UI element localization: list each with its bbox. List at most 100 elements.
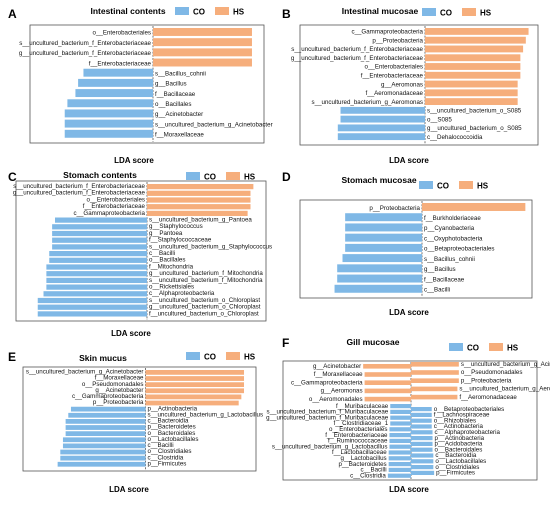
panel-c: C Stomach contents CO HS LDA score s__uncultu…	[8, 170, 272, 338]
bar-label-co: g__uncultured_bacterium_o_Chloroplast	[149, 304, 261, 311]
bar-co	[337, 274, 422, 283]
bar-co	[411, 465, 434, 470]
bar-hs	[364, 380, 411, 385]
bar-hs	[153, 28, 252, 36]
x-axis-label: LDA score	[114, 156, 154, 165]
bar-label-hs: s__uncultured_bacterium_f_Enterobacteria…	[19, 40, 151, 47]
bar-co	[62, 443, 146, 449]
bar-label-co: g__Bacillus	[424, 266, 456, 273]
bar-co	[389, 444, 411, 449]
bar-co	[345, 233, 422, 242]
bar-label-hs: p__Proteobacteria	[372, 37, 423, 44]
bar-label-co: o__Bacillales	[149, 257, 185, 264]
bar-co	[411, 430, 433, 435]
bar-label-co: p__Firmicutes	[148, 460, 187, 467]
bar-label-co: g__uncultured_bacterium_o_S085	[427, 125, 522, 132]
bar-co	[390, 409, 411, 414]
legend-label-hs: HS	[244, 173, 256, 182]
panel-letter: A	[8, 7, 17, 21]
bar-label-co: o__Clostridiales	[435, 464, 479, 471]
bar-label-hs: g__Aeromonas	[321, 388, 363, 395]
bar-label-co: p__Actinobacteria	[435, 435, 485, 442]
bar-label-hs: o__Aeromonadales	[309, 396, 363, 403]
bar-label-hs: o__Enterobacteriales	[87, 196, 145, 203]
bar-label-hs: g__Acinetobacter	[313, 363, 361, 370]
bar-label-hs: c__Gammaproteobacteria	[291, 379, 363, 386]
bar-co	[389, 427, 411, 432]
bar-hs	[147, 184, 254, 190]
bar-label-hs-right: f__Aeromonadaceae	[459, 394, 517, 401]
bar-hs	[411, 378, 459, 383]
bar-label-co: f__Bacillaceae	[155, 91, 196, 98]
bar-label-co-left: s__uncultured_bacterium_f_Muribaculaceae	[266, 409, 388, 416]
bar-co	[43, 291, 147, 297]
panel-title: Intestinal mucosae	[342, 6, 419, 16]
bar-label-co-left: o__Enterobacteriales	[329, 426, 387, 433]
legend-label-hs: HS	[233, 8, 245, 17]
bar-label-hs: o__Enterobacteriales	[365, 64, 423, 71]
bar-hs	[145, 388, 245, 394]
panel-letter: D	[282, 170, 291, 184]
bar-label-co: o__Betaproteobacteriales	[424, 246, 495, 253]
bar-label-co-left: g__Lactobacillus	[341, 455, 387, 462]
bar-label-co-left: p__Bacteroidetes	[338, 461, 386, 468]
bar-co	[389, 433, 411, 438]
bar-label-co: s__uncultured_bacterium_o_Chloroplast	[149, 297, 260, 304]
bar-label-co: g__Pantoea	[149, 230, 183, 237]
bar-co	[49, 257, 147, 263]
bar-co	[68, 412, 146, 418]
bar-co	[340, 106, 425, 114]
bar-label-hs: g__Acinetobacter	[95, 387, 143, 394]
panel-letter: F	[282, 336, 289, 350]
bar-co	[411, 436, 433, 441]
bar-label-co: p__Actinobacteria	[148, 405, 198, 412]
bar-label-co: f__Staphylococcaceae	[149, 237, 212, 244]
bar-co	[46, 264, 147, 270]
bar-co	[52, 237, 147, 243]
legend-label-co: CO	[437, 182, 449, 191]
panel-frame	[299, 199, 533, 299]
bar-label-hs: s__uncultured_bacterium_f_Enterobacteria…	[13, 183, 145, 190]
bar-label-hs-right: o__Pseudomonadales	[461, 369, 523, 376]
legend-label-co: CO	[467, 344, 479, 353]
bar-label-co: p__Bacteroidetes	[148, 424, 196, 431]
bar-label-co-left: s__uncultured_bacterium_g_Lactobacillus	[272, 443, 388, 450]
bar-label-hs: s__uncultured_bacterium_f_Enterobacteria…	[291, 46, 423, 53]
bar-label-co: c__Oxyphotobacteria	[424, 235, 483, 242]
bar-co	[75, 89, 153, 98]
x-axis-label: LDA score	[389, 485, 429, 494]
bar-co	[65, 425, 146, 430]
panel-letter: B	[282, 7, 291, 21]
bar-co	[340, 115, 425, 123]
bar-label-hs: c__Gammaproteobacteria	[72, 393, 144, 400]
bar-label-co: p__Acidobacteria	[435, 441, 483, 448]
legend-label-hs: HS	[244, 353, 256, 362]
bar-co	[52, 224, 147, 230]
bar-hs	[422, 203, 526, 211]
legend-swatch-hs	[462, 8, 476, 16]
legend-swatch-co	[175, 7, 189, 15]
bar-hs	[411, 362, 459, 367]
bar-hs	[145, 370, 245, 375]
bar-label-hs-right: s__uncultured_bacterium_g_Acinetobacter	[461, 361, 550, 368]
panel-title: Stomach contents	[63, 170, 137, 180]
bar-hs	[425, 89, 518, 97]
bar-label-hs: g__uncultured_bacterium_f_Enterobacteria…	[13, 190, 146, 197]
bar-hs	[364, 372, 411, 377]
bar-hs	[145, 382, 245, 388]
bar-co	[46, 284, 147, 290]
bar-label-hs: f__Enterobacteriaceae	[83, 203, 146, 210]
bar-co	[388, 462, 411, 467]
bar-hs	[425, 63, 521, 70]
bar-co	[337, 124, 425, 132]
legend-swatch-hs	[459, 181, 473, 189]
bar-label-co: g__uncultured_bacterium_f_Mitochondria	[149, 270, 263, 277]
bar-label-co: s__uncultured_bacterium_g_Lactobacillus	[148, 411, 264, 418]
bar-hs	[153, 38, 252, 47]
bar-label-co: o__Rickettsiales	[149, 284, 194, 291]
bar-label-co: c__Alphaproteobacteria	[149, 290, 215, 297]
bar-label-co: c__Bacilli	[148, 442, 174, 449]
bar-co	[345, 223, 422, 232]
bar-label-co: s__Bacillus_cohnii	[424, 256, 475, 263]
